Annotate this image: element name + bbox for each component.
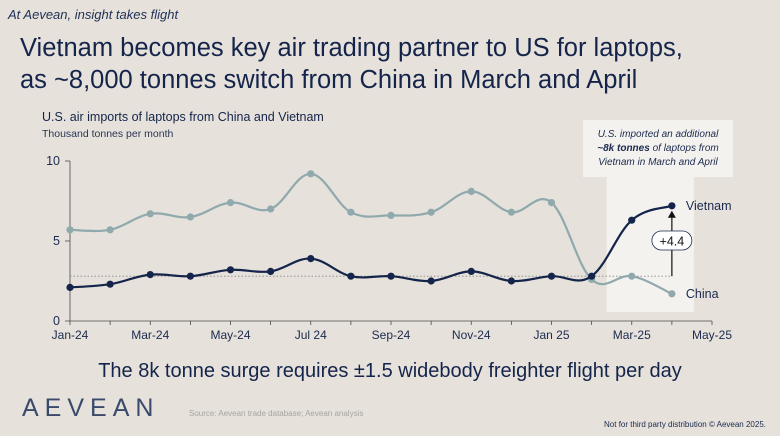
china-point [267,205,275,213]
china-point [307,170,315,178]
headline-line-1: Vietnam becomes key air trading partner … [20,34,683,62]
annotation-box [583,120,733,177]
china-point [186,213,194,221]
china-point [507,208,515,216]
vietnam-point [588,272,596,280]
delta-badge [651,230,693,251]
china-point [547,199,556,207]
headline: Vietnam becomes key air trading partner … [20,32,770,96]
annotation-line-3: Vietnam in March and April [598,157,718,168]
vietnam-point [226,266,235,274]
source-note: Source: Aevean trade database; Aevean an… [189,409,364,418]
disclaimer: Not for third party distribution © Aevea… [604,420,766,429]
annotation-line-2: ~8k tonnes of laptops from [597,143,718,154]
vietnam-point [547,272,556,280]
headline-line-2: as ~8,000 tonnes switch from China in Ma… [20,66,638,94]
tagline: At Aevean, insight takes flight [8,7,179,22]
x-tick-label: May-24 [210,328,250,342]
china-point [226,199,235,207]
x-tick-label: Mar-24 [131,328,169,342]
x-tick-label: Jul 24 [295,328,327,342]
vietnam-point [186,272,194,280]
vietnam-point [66,283,74,291]
x-tick-label: Mar-25 [613,328,651,342]
chart-subtitle: Thousand tonnes per month [42,128,174,140]
china-point [628,272,636,280]
vietnam-point [467,267,475,275]
delta-label: +4.4 [660,235,685,249]
x-tick-label: May-25 [692,328,732,342]
vietnam-point [146,271,154,279]
vietnam-point [628,216,636,224]
vietnam-point [106,280,114,288]
china-line [69,172,673,295]
vietnam-series-label: Vietnam [686,199,732,213]
china-point [66,226,74,234]
x-tick-label: Nov-24 [452,328,491,342]
china-point [668,290,676,298]
china-point [146,210,154,218]
x-tick-label: Jan 25 [533,328,569,342]
vietnam-point [267,267,275,275]
delta-arrowhead [667,210,676,218]
vietnam-point [347,272,355,280]
x-tick-label: Jan-24 [52,328,89,342]
conclusion-text: The 8k tonne surge requires ±1.5 widebod… [98,360,682,382]
china-point [106,226,114,234]
china-point [427,208,435,216]
chart-title: U.S. air imports of laptops from China a… [42,110,324,124]
vietnam-point [507,277,515,285]
annotation-line-1: U.S. imported an additional [598,129,719,140]
y-tick-label: 0 [53,314,60,328]
x-tick-label: Sep-24 [372,328,411,342]
annotation-rest: of laptops from [650,143,719,154]
annotation-bold: ~8k tonnes [597,143,650,154]
china-series-label: China [686,287,719,301]
vietnam-point [307,255,315,263]
china-point [467,187,475,195]
vietnam-point [668,202,676,210]
y-tick-label: 5 [53,234,60,248]
china-point [347,208,355,216]
vietnam-point [387,272,395,280]
aevean-logo: AEVEAN [22,394,160,422]
vietnam-line [69,204,673,289]
vietnam-point [427,277,435,285]
china-point [387,211,395,219]
y-tick-label: 10 [46,154,60,168]
